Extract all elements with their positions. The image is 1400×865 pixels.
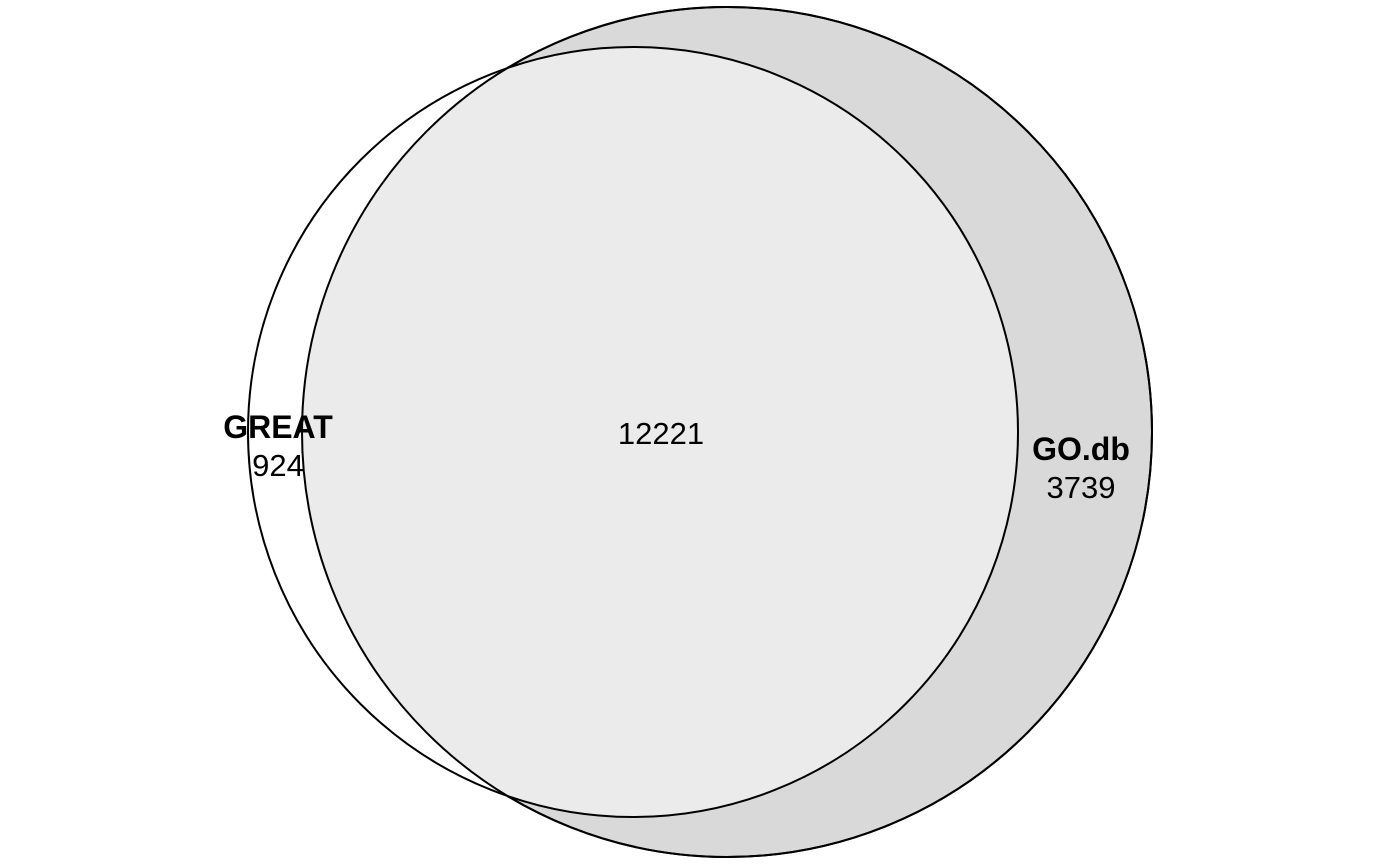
great-set-label: GREAT [223,409,333,445]
intersection-count: 12221 [618,416,704,451]
godb-circle-outline [301,6,1153,858]
great-only-count: 924 [252,448,304,483]
godb-set-label: GO.db [1032,431,1130,467]
godb-only-count: 3739 [1047,470,1116,505]
intersection-region [302,47,1018,817]
great-circle-outline [247,46,1019,818]
